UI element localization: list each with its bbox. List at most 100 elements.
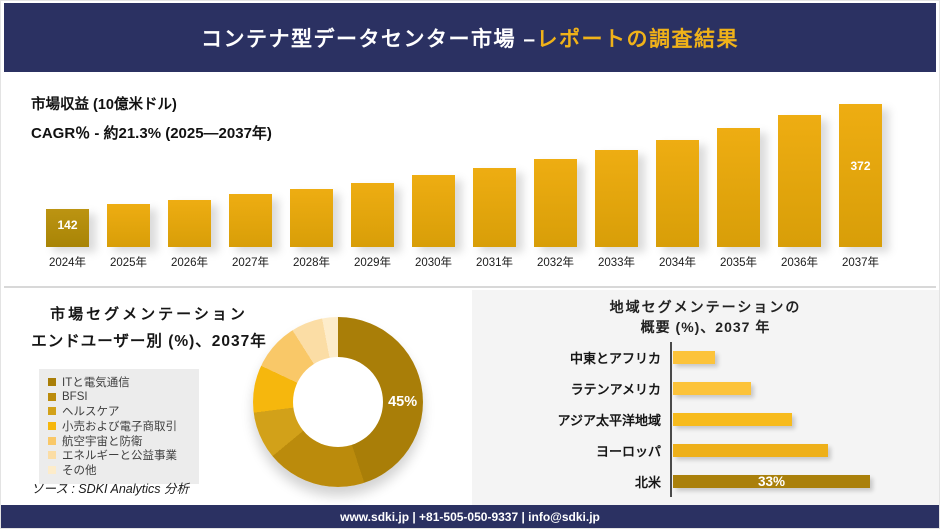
revenue-bar-column: 142 2024年 bbox=[46, 209, 89, 270]
revenue-bar-column: 2033年 bbox=[595, 150, 638, 270]
revenue-bar-column: 2030年 bbox=[412, 175, 455, 270]
donut-value-label: 45% bbox=[388, 394, 418, 410]
donut-hole bbox=[293, 357, 383, 447]
legend-label: 航空宇宙と防衛 bbox=[62, 435, 143, 448]
regional-category-label: 中東とアフリカ bbox=[569, 351, 661, 366]
revenue-bar-column: 2028年 bbox=[290, 189, 333, 270]
revenue-bar-column: 2034年 bbox=[656, 140, 699, 270]
revenue-bar-column: 2032年 bbox=[534, 159, 577, 270]
revenue-bar-column: 2026年 bbox=[168, 200, 211, 270]
source-note: ソース : SDKI Analytics 分析 bbox=[31, 482, 189, 496]
legend-item: 航空宇宙と防衛 bbox=[48, 433, 190, 448]
x-axis-tick-label: 2027年 bbox=[231, 257, 270, 269]
header-banner: コンテナ型データセンター市場 –レポートの調査結果 bbox=[4, 3, 936, 72]
revenue-bar bbox=[229, 194, 272, 247]
x-axis-tick-label: 2029年 bbox=[353, 257, 392, 269]
x-axis-tick-label: 2033年 bbox=[597, 257, 636, 269]
legend-swatch bbox=[48, 451, 56, 460]
revenue-bar: 372 bbox=[839, 104, 882, 247]
revenue-metric-label: 市場収益 (10億米ドル) bbox=[31, 97, 177, 113]
regional-bar-zone bbox=[670, 342, 715, 373]
regional-bar bbox=[673, 444, 828, 457]
regional-bar: 33% bbox=[673, 474, 870, 489]
x-axis-tick-label: 2024年 bbox=[48, 257, 87, 269]
end-user-donut-chart: 45% bbox=[253, 317, 423, 487]
legend-swatch bbox=[48, 392, 56, 401]
legend-item: BFSI bbox=[48, 390, 190, 405]
legend-label: ITと電気通信 bbox=[62, 377, 130, 390]
cagr-label: CAGR％ - 約21.3% (2025―2037年) bbox=[31, 125, 272, 142]
revenue-bar bbox=[290, 189, 333, 247]
revenue-bar bbox=[351, 183, 394, 247]
revenue-bar bbox=[168, 200, 211, 247]
revenue-bar-column: 2031年 bbox=[473, 168, 516, 270]
legend-item: 小売および電子商取引 bbox=[48, 419, 190, 434]
legend-item: ヘルスケア bbox=[48, 404, 190, 419]
regional-bar bbox=[673, 382, 751, 395]
regional-bar-chart: 中東とアフリカ ラテンアメリカアジア太平洋地域 ヨーロッパ北米 33% bbox=[472, 342, 870, 497]
footer-bar: www.sdki.jp | +81-505-050-9337 | info@sd… bbox=[1, 505, 939, 528]
end-user-segmentation-section: 市場セグメンテーション エンドユーザー別 (%)、2037年 ITと電気通信 BF… bbox=[4, 290, 472, 507]
x-axis-tick-label: 2035年 bbox=[719, 257, 758, 269]
page-title-main: コンテナ型データセンター市場 – bbox=[200, 27, 537, 51]
regional-bar-zone bbox=[670, 404, 792, 435]
regional-subtitle: 概要 (%)、2037 年 bbox=[640, 319, 771, 335]
legend-swatch bbox=[48, 436, 56, 445]
segmentation-subtitle: エンドユーザー別 (%)、2037年 bbox=[31, 333, 267, 350]
revenue-bar-column: 2025年 bbox=[107, 204, 150, 270]
revenue-bar bbox=[656, 140, 699, 247]
revenue-bar bbox=[473, 168, 516, 247]
legend-swatch bbox=[48, 378, 56, 387]
regional-bar-zone bbox=[670, 373, 751, 404]
x-axis-tick-label: 2036年 bbox=[780, 257, 819, 269]
donut-legend: ITと電気通信 BFSI ヘルスケア小売および電子商取引 航空宇宙と防衛エネルギーと公… bbox=[39, 369, 199, 485]
regional-bar-row: 北米 33% bbox=[472, 466, 870, 497]
regional-bar-row: ヨーロッパ bbox=[472, 435, 870, 466]
page-title-accent: レポートの調査結果 bbox=[536, 27, 739, 51]
regional-bar-zone: 33% bbox=[670, 466, 870, 497]
page-title: コンテナ型データセンター市場 –レポートの調査結果 bbox=[201, 23, 739, 53]
x-axis-tick-label: 2032年 bbox=[536, 257, 575, 269]
revenue-bar-chart: 142 2024年 2025年 2026年 2027年 2028年 2029年 2030年 20… bbox=[46, 104, 882, 270]
x-axis-tick-label: 2028年 bbox=[292, 257, 331, 269]
segmentation-title: 市場セグメンテーション bbox=[50, 306, 248, 323]
regional-bar bbox=[673, 351, 715, 364]
revenue-bar-column: 2029年 bbox=[351, 183, 394, 270]
bar-value-label: 142 bbox=[57, 218, 78, 232]
regional-category-label: 北米 bbox=[634, 475, 661, 490]
regional-bar-zone bbox=[670, 435, 828, 466]
regional-bar-row: 中東とアフリカ bbox=[472, 342, 870, 373]
revenue-bar bbox=[412, 175, 455, 247]
legend-label: 小売および電子商取引 bbox=[62, 421, 177, 434]
revenue-bar-column: 372 2037年 bbox=[839, 104, 882, 270]
regional-title: 地域セグメンテーションの bbox=[609, 299, 802, 315]
regional-segmentation-section: 地域セグメンテーションの 概要 (%)、2037 年 中東とアフリカ ラテンアメリ… bbox=[472, 290, 939, 507]
legend-item: エネルギーと公益事業 bbox=[48, 448, 190, 463]
legend-label: BFSI bbox=[62, 390, 88, 403]
regional-bar bbox=[673, 413, 792, 426]
x-axis-tick-label: 2030年 bbox=[414, 257, 453, 269]
x-axis-tick-label: 2034年 bbox=[658, 257, 697, 269]
legend-label: ヘルスケア bbox=[62, 406, 120, 419]
revenue-bar bbox=[717, 128, 760, 247]
revenue-chart-section: 市場収益 (10億米ドル) CAGR％ - 約21.3% (2025―2037年… bbox=[4, 72, 936, 288]
revenue-bar-column: 2035年 bbox=[717, 128, 760, 270]
legend-swatch bbox=[48, 422, 56, 431]
revenue-bar bbox=[534, 159, 577, 247]
revenue-bar bbox=[778, 115, 821, 247]
legend-swatch bbox=[48, 407, 56, 416]
bar-value-label: 372 bbox=[850, 159, 871, 173]
legend-swatch bbox=[48, 465, 56, 474]
x-axis-tick-label: 2031年 bbox=[475, 257, 514, 269]
bar-value-label: 33% bbox=[757, 474, 786, 489]
x-axis-tick-label: 2026年 bbox=[170, 257, 209, 269]
regional-category-label: ラテンアメリカ bbox=[570, 382, 661, 397]
revenue-bar-column: 2027年 bbox=[229, 194, 272, 270]
regional-bar-row: アジア太平洋地域 bbox=[472, 404, 870, 435]
footer-contact-text: www.sdki.jp | +81-505-050-9337 | info@sd… bbox=[340, 509, 600, 524]
revenue-bar-column: 2036年 bbox=[778, 115, 821, 270]
legend-item: ITと電気通信 bbox=[48, 375, 190, 390]
regional-bar-row: ラテンアメリカ bbox=[472, 373, 870, 404]
legend-label: エネルギーと公益事業 bbox=[62, 450, 177, 463]
